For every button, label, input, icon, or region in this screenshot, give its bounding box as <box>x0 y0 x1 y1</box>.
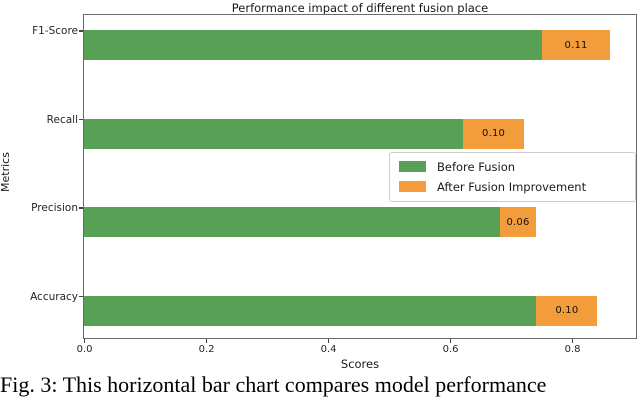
xtick-mark <box>449 339 452 343</box>
ytick-mark <box>79 207 83 209</box>
bar-segment-after-fusion-improvement: 0.10 <box>536 295 598 326</box>
ytick-mark <box>79 295 83 298</box>
bar-row: 0.10 <box>84 295 636 326</box>
legend-label: Before Fusion <box>437 159 516 174</box>
figure-caption: Fig. 3: This horizontal bar chart compar… <box>0 372 547 397</box>
legend-swatch <box>399 161 426 172</box>
legend-entry: After Fusion Improvement <box>399 179 626 194</box>
bar-segment-after-fusion-improvement: 0.06 <box>499 207 537 238</box>
legend-swatch <box>399 181 426 192</box>
ytick-mark <box>79 118 83 121</box>
bar-segment-before-fusion <box>84 295 537 326</box>
plot-area: Before Fusion After Fusion Improvement 0.… <box>83 14 637 339</box>
xtick-label: 0.8 <box>564 344 581 355</box>
bar-row: 0.11 <box>84 30 636 61</box>
ytick-label: Accuracy <box>30 290 78 303</box>
legend-entry: Before Fusion <box>399 159 626 174</box>
xtick-mark <box>327 339 330 343</box>
bar-row: 0.06 <box>84 207 636 238</box>
xtick-label: 0.4 <box>320 344 337 355</box>
bar-value-label: 0.10 <box>482 128 506 140</box>
bar-segment-before-fusion <box>84 30 543 61</box>
xtick-label: 0.2 <box>198 344 215 355</box>
bar-value-label: 0.11 <box>564 39 588 51</box>
bar-segment-after-fusion-improvement: 0.10 <box>463 118 525 149</box>
bar-row: 0.10 <box>84 118 636 149</box>
xtick-label: 0.6 <box>442 344 459 355</box>
xtick-mark <box>84 339 86 343</box>
ytick-label: Recall <box>46 113 78 126</box>
bar-segment-before-fusion <box>84 118 463 149</box>
legend: Before Fusion After Fusion Improvement <box>389 152 636 202</box>
xtick-mark <box>205 339 208 343</box>
chart-title: Performance impact of different fusion p… <box>231 1 489 15</box>
bar-value-label: 0.10 <box>555 305 579 317</box>
legend-label: After Fusion Improvement <box>437 179 587 194</box>
x-axis-label: Scores <box>340 357 380 371</box>
ytick-label: F1-Score <box>32 25 78 37</box>
ytick-label: Precision <box>31 202 78 214</box>
xtick-label: 0.0 <box>76 344 93 355</box>
ytick-mark <box>79 30 83 32</box>
bar-value-label: 0.06 <box>506 216 530 228</box>
bar-segment-after-fusion-improvement: 0.11 <box>542 30 610 61</box>
bar-segment-before-fusion <box>84 207 500 238</box>
xtick-mark <box>571 339 574 343</box>
